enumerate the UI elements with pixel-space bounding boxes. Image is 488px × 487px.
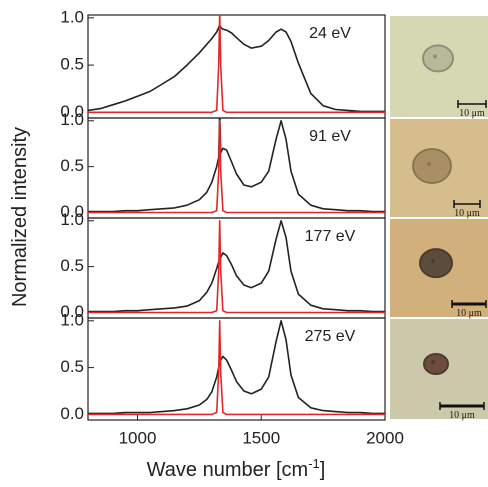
energy-annotation: 177 eV	[305, 228, 356, 245]
speck	[427, 162, 431, 167]
speck	[431, 360, 435, 364]
y-tick-label: 0.0	[60, 302, 84, 321]
particle	[422, 44, 454, 73]
spectrum-line	[88, 120, 385, 214]
particle	[419, 248, 453, 279]
spectrum-line	[88, 220, 385, 313]
speck	[433, 54, 437, 59]
scale-label: 10 μm	[456, 308, 482, 319]
energy-annotation: 275 eV	[305, 328, 356, 345]
y-tick-label: 1.0	[60, 7, 84, 26]
spectrum-line	[88, 220, 385, 314]
x-axis-label-sup: -1	[308, 456, 320, 471]
scale-label: 10 μm	[449, 410, 475, 421]
energy-annotation: 91 eV	[309, 128, 351, 145]
y-tick-label: 0.5	[60, 357, 84, 376]
y-tick-label: 0.5	[60, 55, 84, 74]
y-tick-label: 1.0	[60, 310, 84, 329]
x-tick-label: 2000	[366, 428, 404, 447]
y-tick-label: 1.0	[60, 210, 84, 229]
x-tick-label: 1500	[242, 428, 280, 447]
y-tick-label: 0.5	[60, 156, 84, 175]
x-tick-label: 1000	[119, 428, 157, 447]
scale-label: 10 μm	[459, 108, 485, 119]
particle	[412, 148, 452, 185]
spectrum-line	[88, 320, 385, 415]
spectrum-line	[88, 118, 385, 213]
spectrum-line	[88, 15, 385, 114]
x-axis-label-main: Wave number [cm	[147, 459, 309, 481]
x-axis-label: Wave number [cm-1]	[147, 456, 326, 481]
y-tick-label: 1.0	[60, 110, 84, 129]
y-tick-label: 0.5	[60, 256, 84, 275]
y-axis-label: Normalized intensity	[9, 127, 31, 307]
particle	[423, 353, 449, 375]
spectrum-line	[88, 24, 385, 113]
y-tick-label: 0.0	[60, 202, 84, 221]
energy-annotation: 24 eV	[309, 25, 351, 42]
x-axis-label-end: ]	[320, 459, 326, 481]
y-tick-label: 0.0	[60, 404, 84, 423]
plot-frame	[87, 317, 386, 421]
spectrum-line	[88, 320, 385, 416]
y-tick-label: 0.0	[60, 102, 84, 121]
speck	[431, 259, 435, 264]
scale-label: 10 μm	[454, 208, 480, 219]
